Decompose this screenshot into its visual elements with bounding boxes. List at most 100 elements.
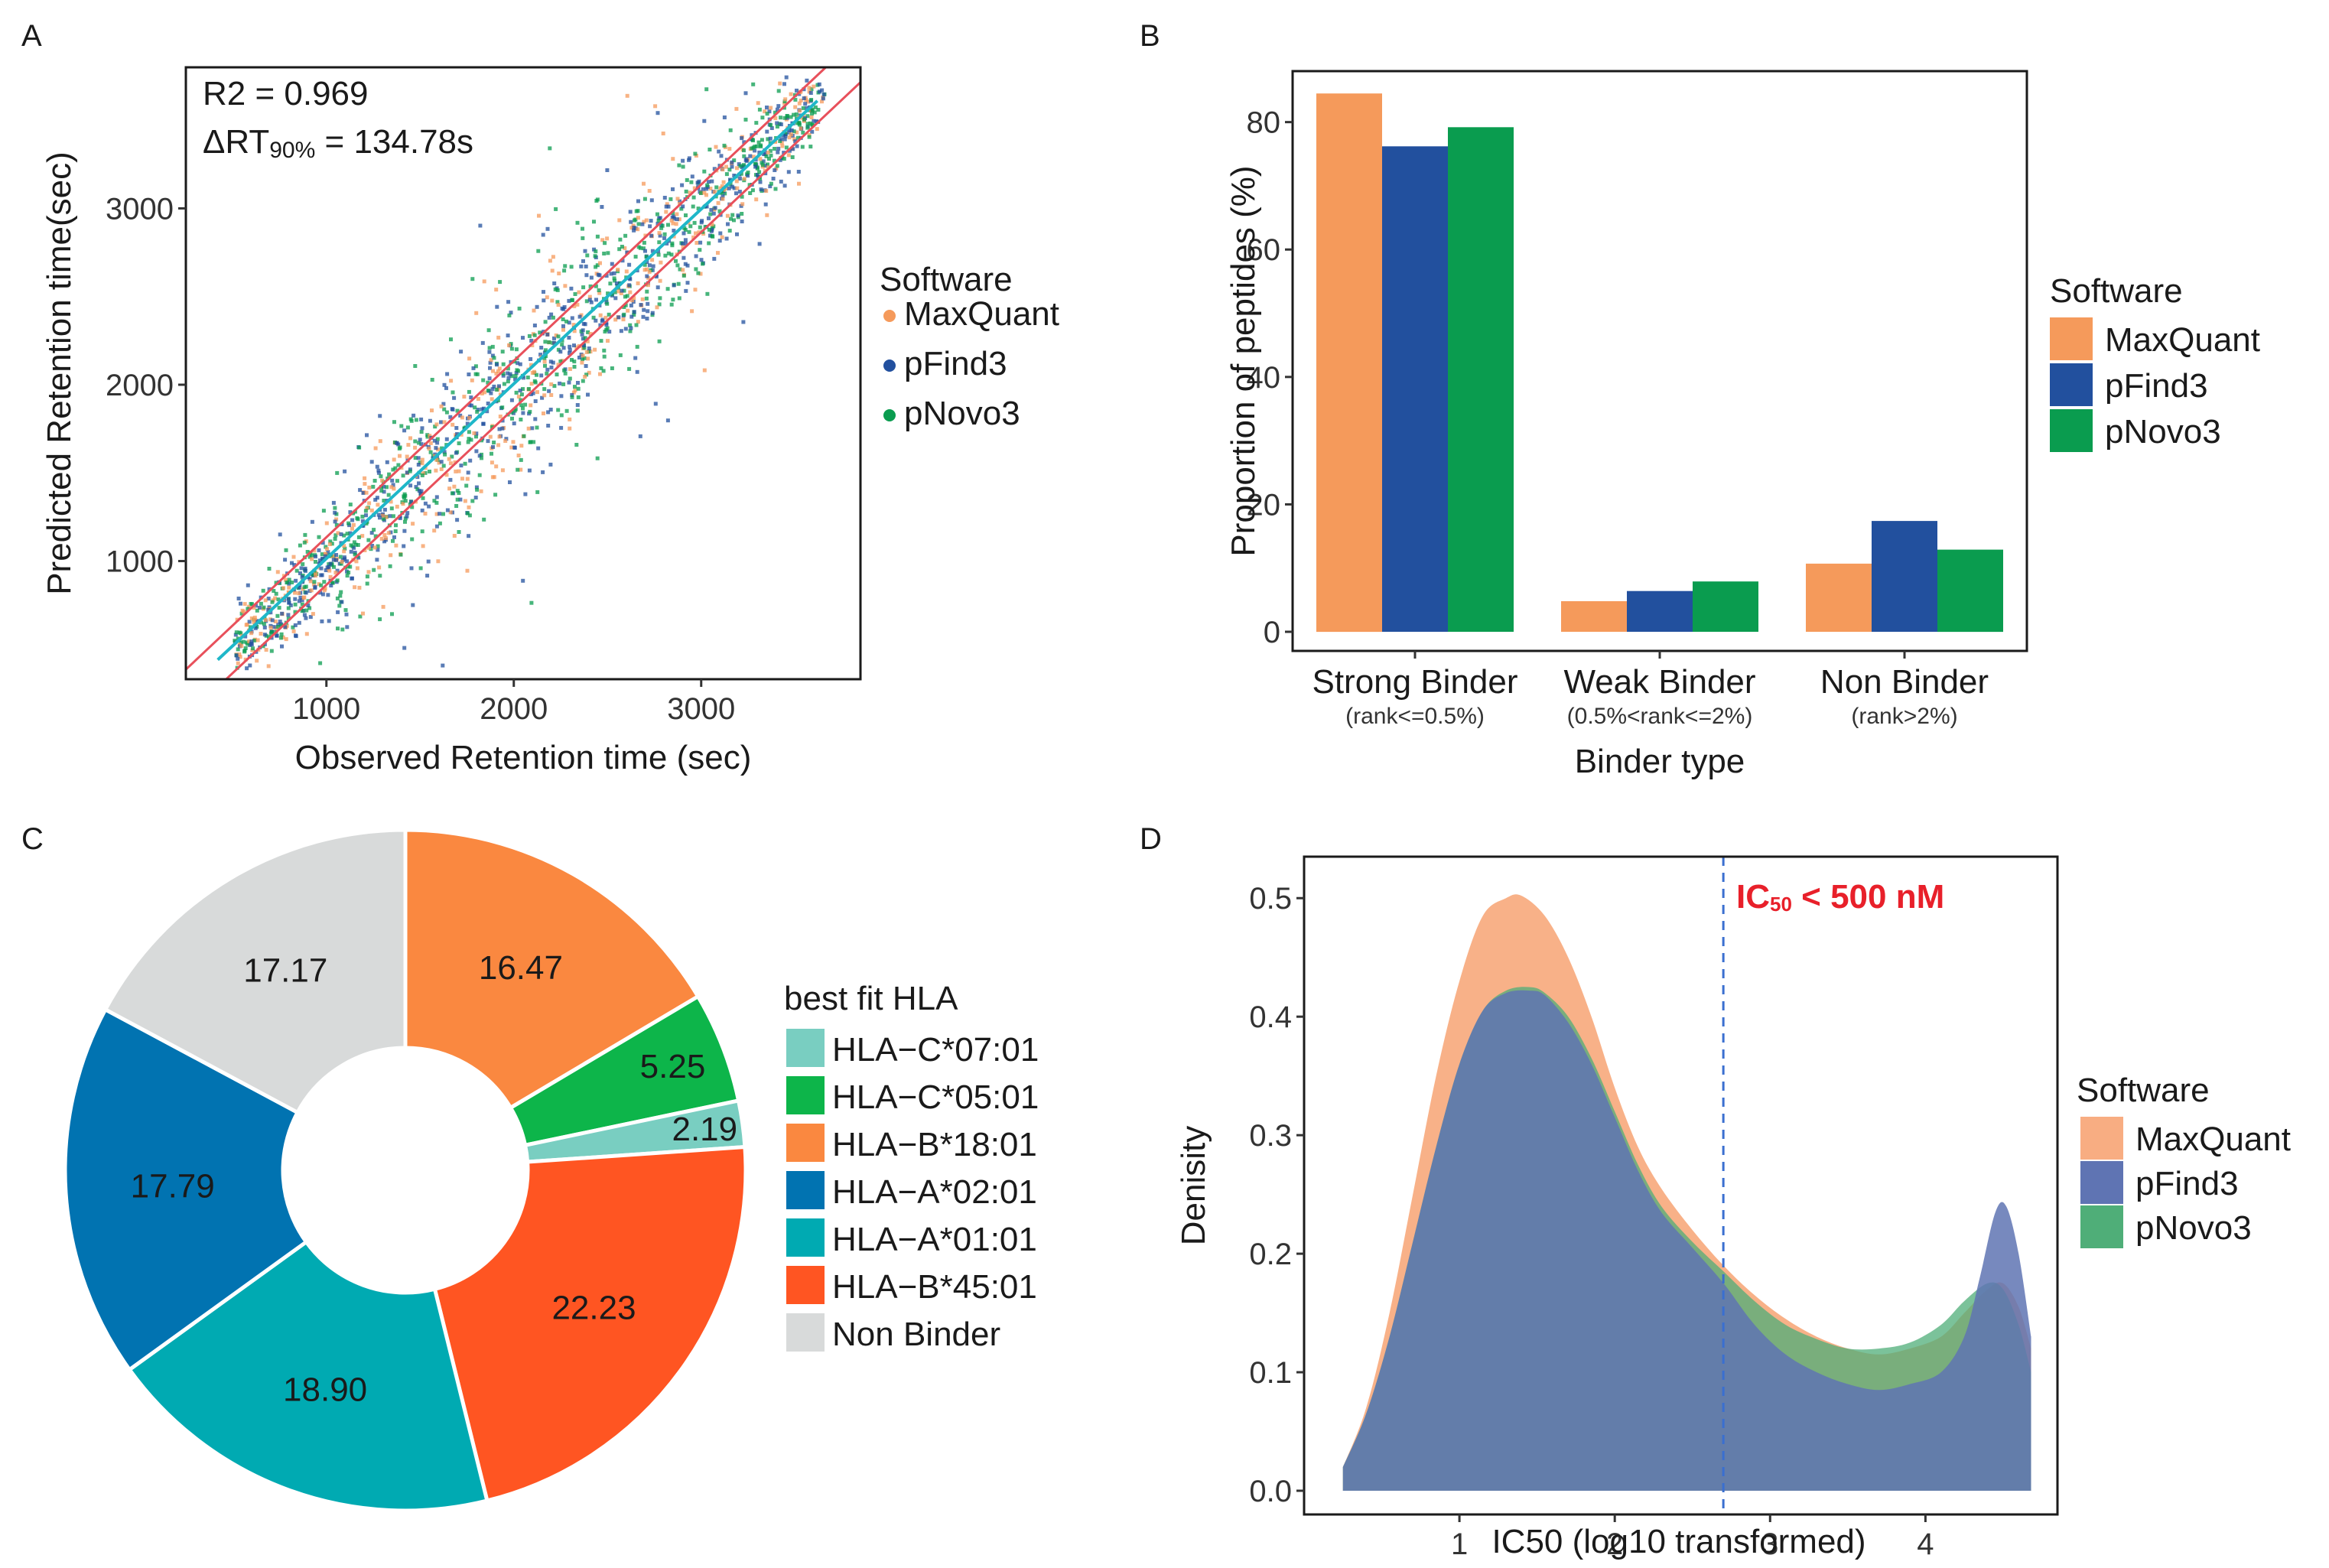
scatter-point xyxy=(621,317,626,322)
scatter-point xyxy=(684,213,688,217)
scatter-point xyxy=(772,158,776,163)
scatter-point xyxy=(345,574,350,578)
scatter-point xyxy=(651,264,655,268)
scatter-point xyxy=(810,109,815,113)
scatter-point xyxy=(358,614,363,619)
scatter-point xyxy=(701,187,705,191)
scatter-point xyxy=(276,597,281,602)
scatter-point xyxy=(455,408,460,413)
legend-title: Software xyxy=(880,261,1013,298)
scatter-point xyxy=(740,220,744,223)
scatter-point xyxy=(393,529,398,533)
scatter-point xyxy=(536,446,541,451)
scatter-point xyxy=(246,583,250,587)
scatter-point xyxy=(432,438,437,443)
scatter-point xyxy=(763,152,768,157)
donut-slice xyxy=(126,1239,490,1513)
scatter-point xyxy=(714,145,718,149)
scatter-point xyxy=(600,319,604,324)
scatter-point xyxy=(474,311,479,315)
scatter-point xyxy=(671,157,675,161)
scatter-point xyxy=(376,548,380,552)
scatter-point xyxy=(376,470,381,475)
scatter-point xyxy=(558,359,563,363)
scatter-point xyxy=(657,231,662,236)
scatter-point xyxy=(605,168,610,172)
scatter-point xyxy=(423,470,428,475)
scatter-point xyxy=(467,513,472,518)
scatter-point xyxy=(583,322,587,327)
bar xyxy=(1937,549,2003,633)
scatter-point xyxy=(674,259,678,263)
scatter-point xyxy=(567,298,571,303)
scatter-point xyxy=(369,508,374,512)
scatter-point xyxy=(320,556,324,561)
scatter-point xyxy=(378,617,382,622)
scatter-point xyxy=(555,288,560,292)
scatter-point xyxy=(377,565,382,570)
scatter-point xyxy=(433,425,438,429)
scatter-point xyxy=(807,133,812,137)
scatter-point xyxy=(597,288,601,292)
scatter-point xyxy=(436,447,440,452)
scatter-point xyxy=(567,336,571,340)
scatter-point xyxy=(563,371,568,376)
scatter-point xyxy=(764,154,769,158)
scatter-point xyxy=(552,281,557,285)
scatter-point xyxy=(342,533,346,538)
scatter-point xyxy=(250,602,254,607)
scatter-point xyxy=(372,568,376,572)
scatter-point xyxy=(378,439,382,444)
scatter-point xyxy=(674,222,678,226)
scatter-point xyxy=(259,620,264,625)
scatter-point xyxy=(657,339,662,343)
scatter-point xyxy=(757,107,762,112)
scatter-point xyxy=(653,104,658,109)
scatter-point xyxy=(500,426,505,431)
scatter-point xyxy=(612,276,616,281)
scatter-point xyxy=(285,581,289,585)
scatter-point xyxy=(785,114,789,118)
scatter-point xyxy=(538,330,542,335)
scatter-point xyxy=(582,356,587,360)
scatter-point xyxy=(808,145,813,149)
scatter-point xyxy=(629,226,634,230)
scatter-point xyxy=(721,180,726,184)
scatter-point xyxy=(767,109,772,114)
scatter-point xyxy=(809,115,814,119)
scatter-point xyxy=(548,462,553,467)
scatter-point xyxy=(353,585,357,590)
scatter-point xyxy=(664,210,668,214)
scatter-point xyxy=(799,126,803,131)
x-tick-label: 2000 xyxy=(480,692,548,726)
scatter-point xyxy=(727,229,732,233)
scatter-point xyxy=(545,367,550,372)
scatter-point xyxy=(688,224,693,229)
scatter-point xyxy=(434,446,438,451)
scatter-point xyxy=(644,296,649,301)
scatter-point xyxy=(460,477,464,481)
scatter-point xyxy=(388,514,392,519)
scatter-point xyxy=(655,285,660,290)
scatter-point xyxy=(746,171,750,174)
scatter-point xyxy=(389,553,393,558)
scatter-point xyxy=(581,328,585,333)
scatter-point xyxy=(312,580,317,584)
scatter-point xyxy=(452,484,457,489)
scatter-point xyxy=(372,479,377,483)
scatter-point xyxy=(360,514,365,519)
scatter-point xyxy=(587,298,592,302)
scatter-point xyxy=(635,344,639,349)
scatter-point xyxy=(506,376,511,380)
scatter-point xyxy=(634,323,639,327)
scatter-point xyxy=(804,98,808,102)
scatter-point xyxy=(345,625,350,629)
bar xyxy=(1316,93,1382,633)
scatter-point xyxy=(346,564,350,569)
y-axis-label: Proportion of peptides (%) xyxy=(1225,165,1262,556)
scatter-point xyxy=(816,108,821,112)
scatter-point xyxy=(530,426,535,431)
scatter-point xyxy=(665,241,669,246)
